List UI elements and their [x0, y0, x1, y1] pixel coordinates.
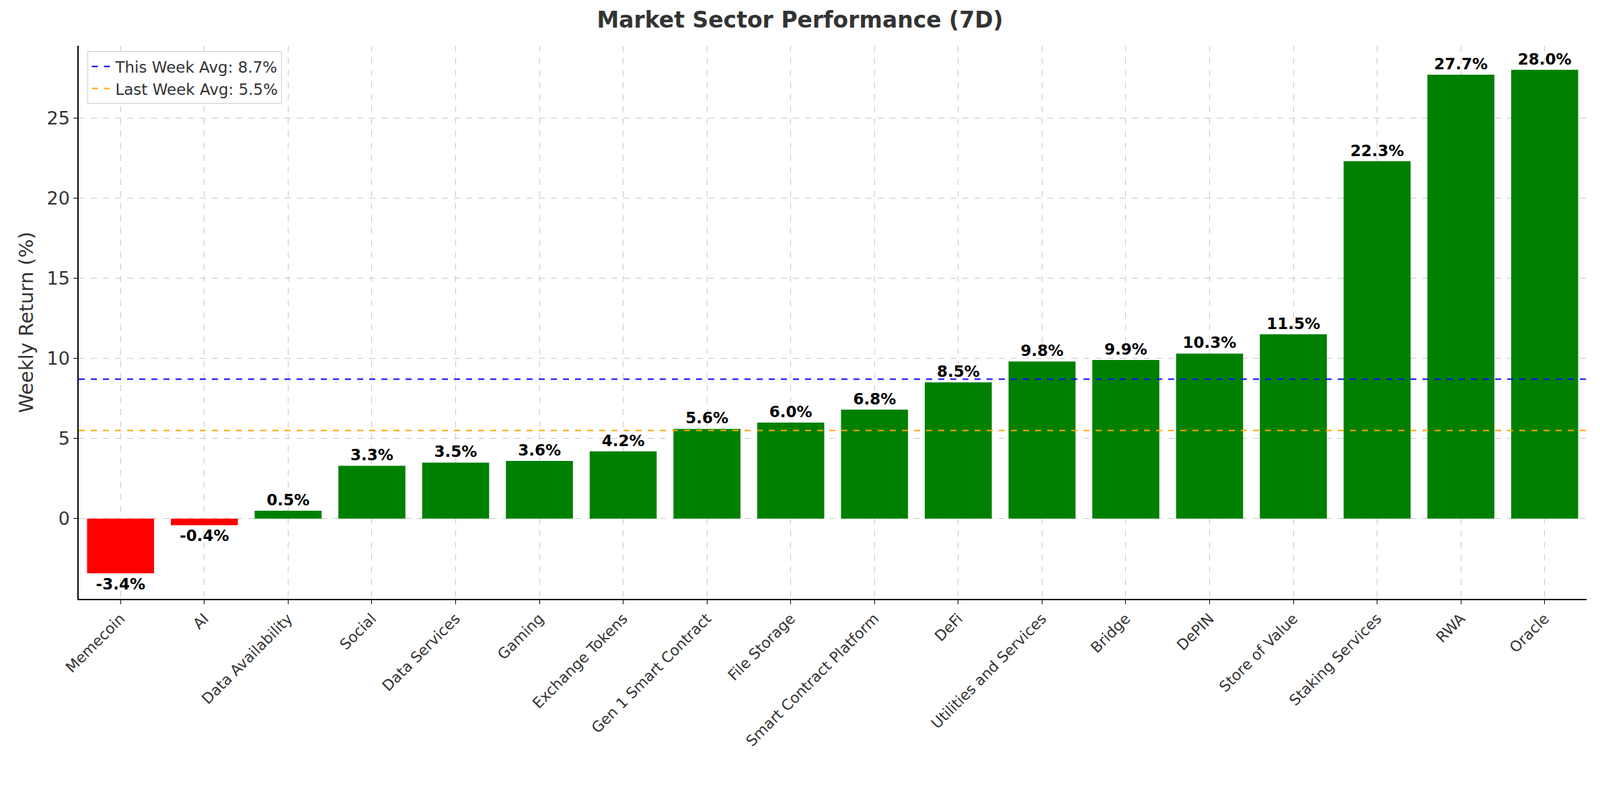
svg-text:This Week Avg: 8.7%: This Week Avg: 8.7%	[114, 58, 278, 76]
svg-text:25: 25	[46, 107, 70, 129]
svg-text:27.7%: 27.7%	[1433, 55, 1488, 73]
svg-text:11.5%: 11.5%	[1266, 314, 1321, 333]
svg-text:6.0%: 6.0%	[769, 402, 813, 421]
svg-text:0: 0	[58, 507, 70, 529]
svg-text:22.3%: 22.3%	[1350, 141, 1405, 160]
svg-text:Exchange Tokens: Exchange Tokens	[529, 610, 631, 712]
svg-text:Market Sector Performance (7D): Market Sector Performance (7D)	[596, 6, 1003, 33]
svg-text:Data Services: Data Services	[378, 610, 463, 695]
svg-text:Utilities and Services: Utilities and Services	[928, 610, 1050, 732]
svg-text:AI: AI	[189, 610, 212, 633]
svg-text:3.5%: 3.5%	[434, 442, 478, 461]
svg-text:3.6%: 3.6%	[517, 441, 561, 459]
svg-text:File Storage: File Storage	[725, 610, 799, 684]
svg-text:DeFi: DeFi	[931, 610, 966, 645]
svg-text:20: 20	[46, 187, 70, 209]
svg-text:Weekly Return (%): Weekly Return (%)	[14, 231, 38, 413]
svg-text:Gen 1 Smart Contract: Gen 1 Smart Contract	[588, 610, 715, 737]
svg-text:Store of Value: Store of Value	[1215, 610, 1301, 695]
svg-text:Gaming: Gaming	[494, 610, 547, 663]
svg-text:Last Week Avg: 5.5%: Last Week Avg: 5.5%	[115, 80, 278, 99]
svg-text:5.6%: 5.6%	[685, 408, 729, 427]
svg-text:3.3%: 3.3%	[350, 445, 394, 464]
svg-text:9.9%: 9.9%	[1104, 340, 1148, 358]
svg-text:Staking Services: Staking Services	[1285, 610, 1385, 709]
svg-text:Memecoin: Memecoin	[62, 610, 129, 676]
svg-text:5: 5	[58, 427, 70, 449]
svg-text:Bridge: Bridge	[1087, 610, 1134, 656]
svg-text:0.5%: 0.5%	[266, 490, 310, 509]
svg-text:Oracle: Oracle	[1506, 610, 1553, 656]
svg-text:10.3%: 10.3%	[1183, 333, 1237, 352]
svg-text:8.5%: 8.5%	[936, 362, 980, 380]
svg-text:6.8%: 6.8%	[852, 390, 896, 408]
svg-text:-3.4%: -3.4%	[96, 575, 146, 593]
svg-text:28.0%: 28.0%	[1517, 50, 1572, 68]
svg-text:RWA: RWA	[1432, 610, 1469, 646]
svg-text:-0.4%: -0.4%	[179, 526, 229, 545]
svg-text:Smart Contract Platform: Smart Contract Platform	[742, 610, 882, 750]
svg-text:4.2%: 4.2%	[601, 431, 645, 450]
svg-text:Data Availability: Data Availability	[198, 610, 296, 708]
svg-text:Social: Social	[336, 610, 380, 654]
svg-text:9.8%: 9.8%	[1020, 341, 1064, 360]
svg-text:10: 10	[46, 347, 70, 369]
svg-text:DePIN: DePIN	[1173, 610, 1218, 654]
svg-text:15: 15	[46, 267, 70, 289]
